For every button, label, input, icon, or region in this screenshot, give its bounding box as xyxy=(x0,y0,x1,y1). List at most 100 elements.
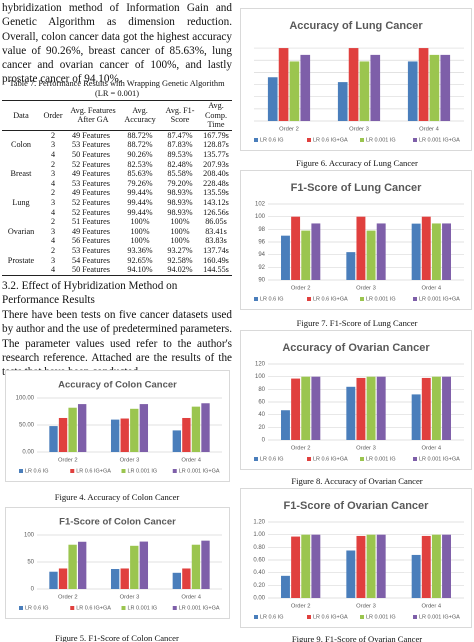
column-header: Avg. Accuracy xyxy=(120,100,160,131)
x-tick-label: Order 2 xyxy=(291,446,311,452)
legend-swatch xyxy=(19,606,23,610)
legend-label: LR 0.6 IG+GA xyxy=(313,296,348,302)
legend-swatch xyxy=(254,138,258,142)
table-cell: 88.72% xyxy=(127,130,153,140)
chart: Accuracy of Ovarian Cancer 0 20 40 60 80 100 12… xyxy=(240,330,472,470)
bar xyxy=(429,54,440,122)
table-cell: 100% xyxy=(130,217,150,227)
y-tick-label: 0 xyxy=(262,438,266,444)
legend-label: LR 0.6 IG xyxy=(260,296,284,302)
table-cell: Colon xyxy=(10,140,32,150)
table-cell: 100% xyxy=(170,217,190,227)
chart-title: Accuracy of Lung Cancer xyxy=(289,20,423,32)
table-cell: 2 xyxy=(50,188,56,198)
table-cell: 128.87s xyxy=(203,140,229,150)
table-row: Ovarian 2 51 Features 100% 100% 86.05s xyxy=(2,217,232,236)
bar xyxy=(376,376,386,440)
bar xyxy=(366,534,376,598)
table-cell: 86.05s xyxy=(205,217,227,227)
table-cell: 79.26% xyxy=(127,178,153,188)
bar xyxy=(289,61,300,121)
bar xyxy=(421,377,431,440)
y-tick-label: 0.00 xyxy=(22,450,34,456)
bar xyxy=(356,535,366,598)
bar xyxy=(77,404,87,452)
bar xyxy=(68,544,77,589)
legend-swatch xyxy=(172,606,177,610)
table-cell: 51 Features xyxy=(72,217,110,227)
bar xyxy=(356,216,366,280)
table-caption: Table 7. Performance Results with Wrappi… xyxy=(9,79,225,98)
table-cell: 94.10% xyxy=(127,265,153,275)
table-cell: 83.41s xyxy=(205,226,227,236)
table-cell: 88.72% xyxy=(127,140,153,150)
bar xyxy=(120,568,129,589)
chart-title: F1-Score of Ovarian Cancer xyxy=(284,500,430,512)
table-cell: 3 xyxy=(50,255,56,265)
table-row: Breast 2 52 Features 82.53% 82.48% 207.93s xyxy=(2,159,232,179)
table-cell: Lung xyxy=(12,197,30,207)
x-tick-label: Order 4 xyxy=(419,127,439,133)
column-header: Avg. F1-Score xyxy=(160,100,200,131)
table-row: Lung 2 49 Features 99.44% 98.93% 135.59s xyxy=(2,188,232,207)
legend-label: LR 0.001 IG+GA xyxy=(419,296,460,302)
bar xyxy=(172,430,182,452)
table-cell: 135.59s xyxy=(203,188,229,198)
table-cell: 126.56s xyxy=(203,207,229,217)
bar xyxy=(201,403,210,452)
table: Data Order Avg. Features After GA Avg. Accu… xyxy=(2,100,232,276)
x-tick-label: Order 2 xyxy=(279,127,299,133)
table-cell: 53 Features xyxy=(72,178,110,188)
bar xyxy=(442,376,451,440)
bar xyxy=(301,230,311,280)
y-tick-label: 0 xyxy=(31,587,35,593)
y-tick-label: 80 xyxy=(258,387,265,393)
legend-label: LR 0.001 IG+GA xyxy=(179,468,220,474)
table-cell: 92.58% xyxy=(167,255,193,265)
legend-label: LR 0.001 IG+GA xyxy=(419,456,460,462)
legend-swatch xyxy=(307,138,311,142)
y-tick-label: 100 xyxy=(255,374,266,380)
chart: Accuracy of Colon Cancer 0.00 50.00 100.00 O… xyxy=(5,370,230,482)
column-header: Data xyxy=(2,100,40,131)
legend-swatch xyxy=(413,297,417,301)
table-cell: 144.55s xyxy=(203,265,229,275)
chart: F1-Score of Ovarian Cancer 0.00 0.20 0.40 0.… xyxy=(240,488,472,628)
x-tick-label: Order 2 xyxy=(291,286,311,292)
table-cell: 49 Features xyxy=(72,188,110,198)
table-cell: 3 xyxy=(50,226,56,236)
table-cell: 53 Features xyxy=(72,245,110,255)
bar xyxy=(411,394,421,440)
table-cell: 2 xyxy=(50,217,56,227)
x-tick-label: Order 2 xyxy=(58,595,78,601)
table-cell: 167.79s xyxy=(203,130,229,140)
table-cell: 98.93% xyxy=(167,188,193,198)
y-tick-label: 40 xyxy=(258,412,265,418)
bar xyxy=(346,252,356,280)
legend-swatch xyxy=(413,615,417,619)
chart: F1-Score of Lung Cancer 90 92 94 96 98 100 102 O… xyxy=(240,170,472,310)
column-header: Avg. Comp. Time xyxy=(200,100,232,131)
figure-caption: Figure 4. Accuracy of Colon Cancer xyxy=(54,492,180,502)
bar xyxy=(311,223,321,280)
bar xyxy=(139,541,149,589)
x-tick-label: Order 2 xyxy=(58,458,78,464)
legend-label: LR 0.6 IG xyxy=(260,614,284,620)
table-cell: 87.83% xyxy=(167,140,193,150)
legend-label: LR 0.6 IG+GA xyxy=(313,614,348,620)
section-heading: 3.2. Effect of Hybridization Method on P… xyxy=(2,280,178,306)
x-tick-label: Order 3 xyxy=(120,458,140,464)
legend-swatch xyxy=(121,606,126,610)
bar xyxy=(376,223,386,280)
bar xyxy=(431,223,441,280)
legend-label: LR 0.001 IG xyxy=(366,614,396,620)
y-tick-label: 20 xyxy=(258,425,265,431)
legend-swatch xyxy=(254,457,258,461)
table-cell: 3 xyxy=(50,169,56,179)
table-row: 4 50 Features 94.10% 94.02% 144.55s xyxy=(2,265,232,275)
legend-swatch xyxy=(70,606,75,610)
table-cell: Breast xyxy=(10,169,32,179)
chart: F1-Score of Colon Cancer 0 50 100 Order 2 Ord… xyxy=(5,507,230,619)
bar xyxy=(311,376,321,440)
table-cell: 207.93s xyxy=(203,159,229,169)
